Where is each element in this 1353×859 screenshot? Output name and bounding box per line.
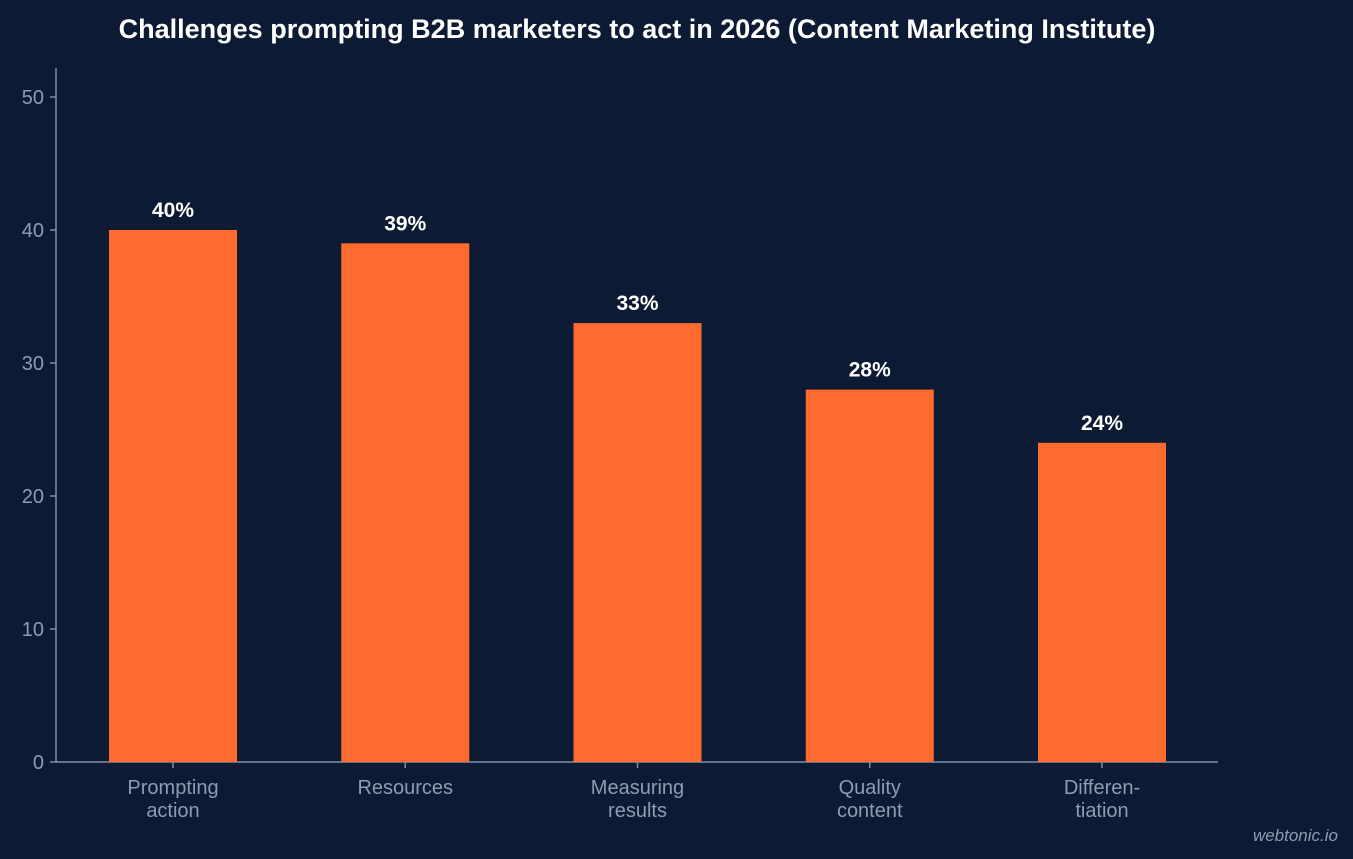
y-tick-label: 10 <box>22 619 44 641</box>
x-tick-label-line: Differen- <box>1064 777 1140 799</box>
x-tick-label-line: content <box>837 800 903 822</box>
bar-value-label: 40% <box>152 199 194 222</box>
bar-value-label: 39% <box>384 212 426 235</box>
y-tick-label: 0 <box>33 752 44 774</box>
x-tick-label: Resources <box>357 777 453 799</box>
bar <box>109 230 237 762</box>
x-tick-label-line: tiation <box>1075 800 1128 822</box>
x-tick-label: Differen-tiation <box>1064 777 1140 822</box>
bar <box>341 243 470 763</box>
x-tick-label-line: Resources <box>357 777 453 799</box>
chart-title: Challenges prompting B2B marketers to ac… <box>119 14 1156 44</box>
watermark-text: webtonic.io <box>1253 826 1338 845</box>
x-tick-label: Measuring results <box>591 777 684 822</box>
x-tick-label-line: Measuring <box>591 777 684 799</box>
y-tick-label: 50 <box>22 87 44 109</box>
bar-value-label: 33% <box>616 292 658 315</box>
x-tick-label: Quality content <box>837 777 903 822</box>
bar-value-label: 28% <box>849 359 891 382</box>
x-tick-label: Prompting action <box>127 777 218 822</box>
x-tick-label-line: results <box>608 800 667 822</box>
x-tick-label-line: Quality <box>839 777 901 799</box>
labels: 40% Prompting action 39% Resources 33% Measuri… <box>127 199 1140 822</box>
bar <box>1038 442 1166 762</box>
x-tick-label-line: action <box>146 800 199 822</box>
y-tick-label: 20 <box>22 486 44 508</box>
bar <box>805 389 934 762</box>
bar-value-label: 24% <box>1081 412 1123 435</box>
bars <box>109 230 1166 763</box>
y-tick-label: 30 <box>22 353 44 375</box>
y-tick-label: 40 <box>22 220 44 242</box>
bar <box>573 323 702 762</box>
x-tick-label-line: Prompting <box>127 777 218 799</box>
